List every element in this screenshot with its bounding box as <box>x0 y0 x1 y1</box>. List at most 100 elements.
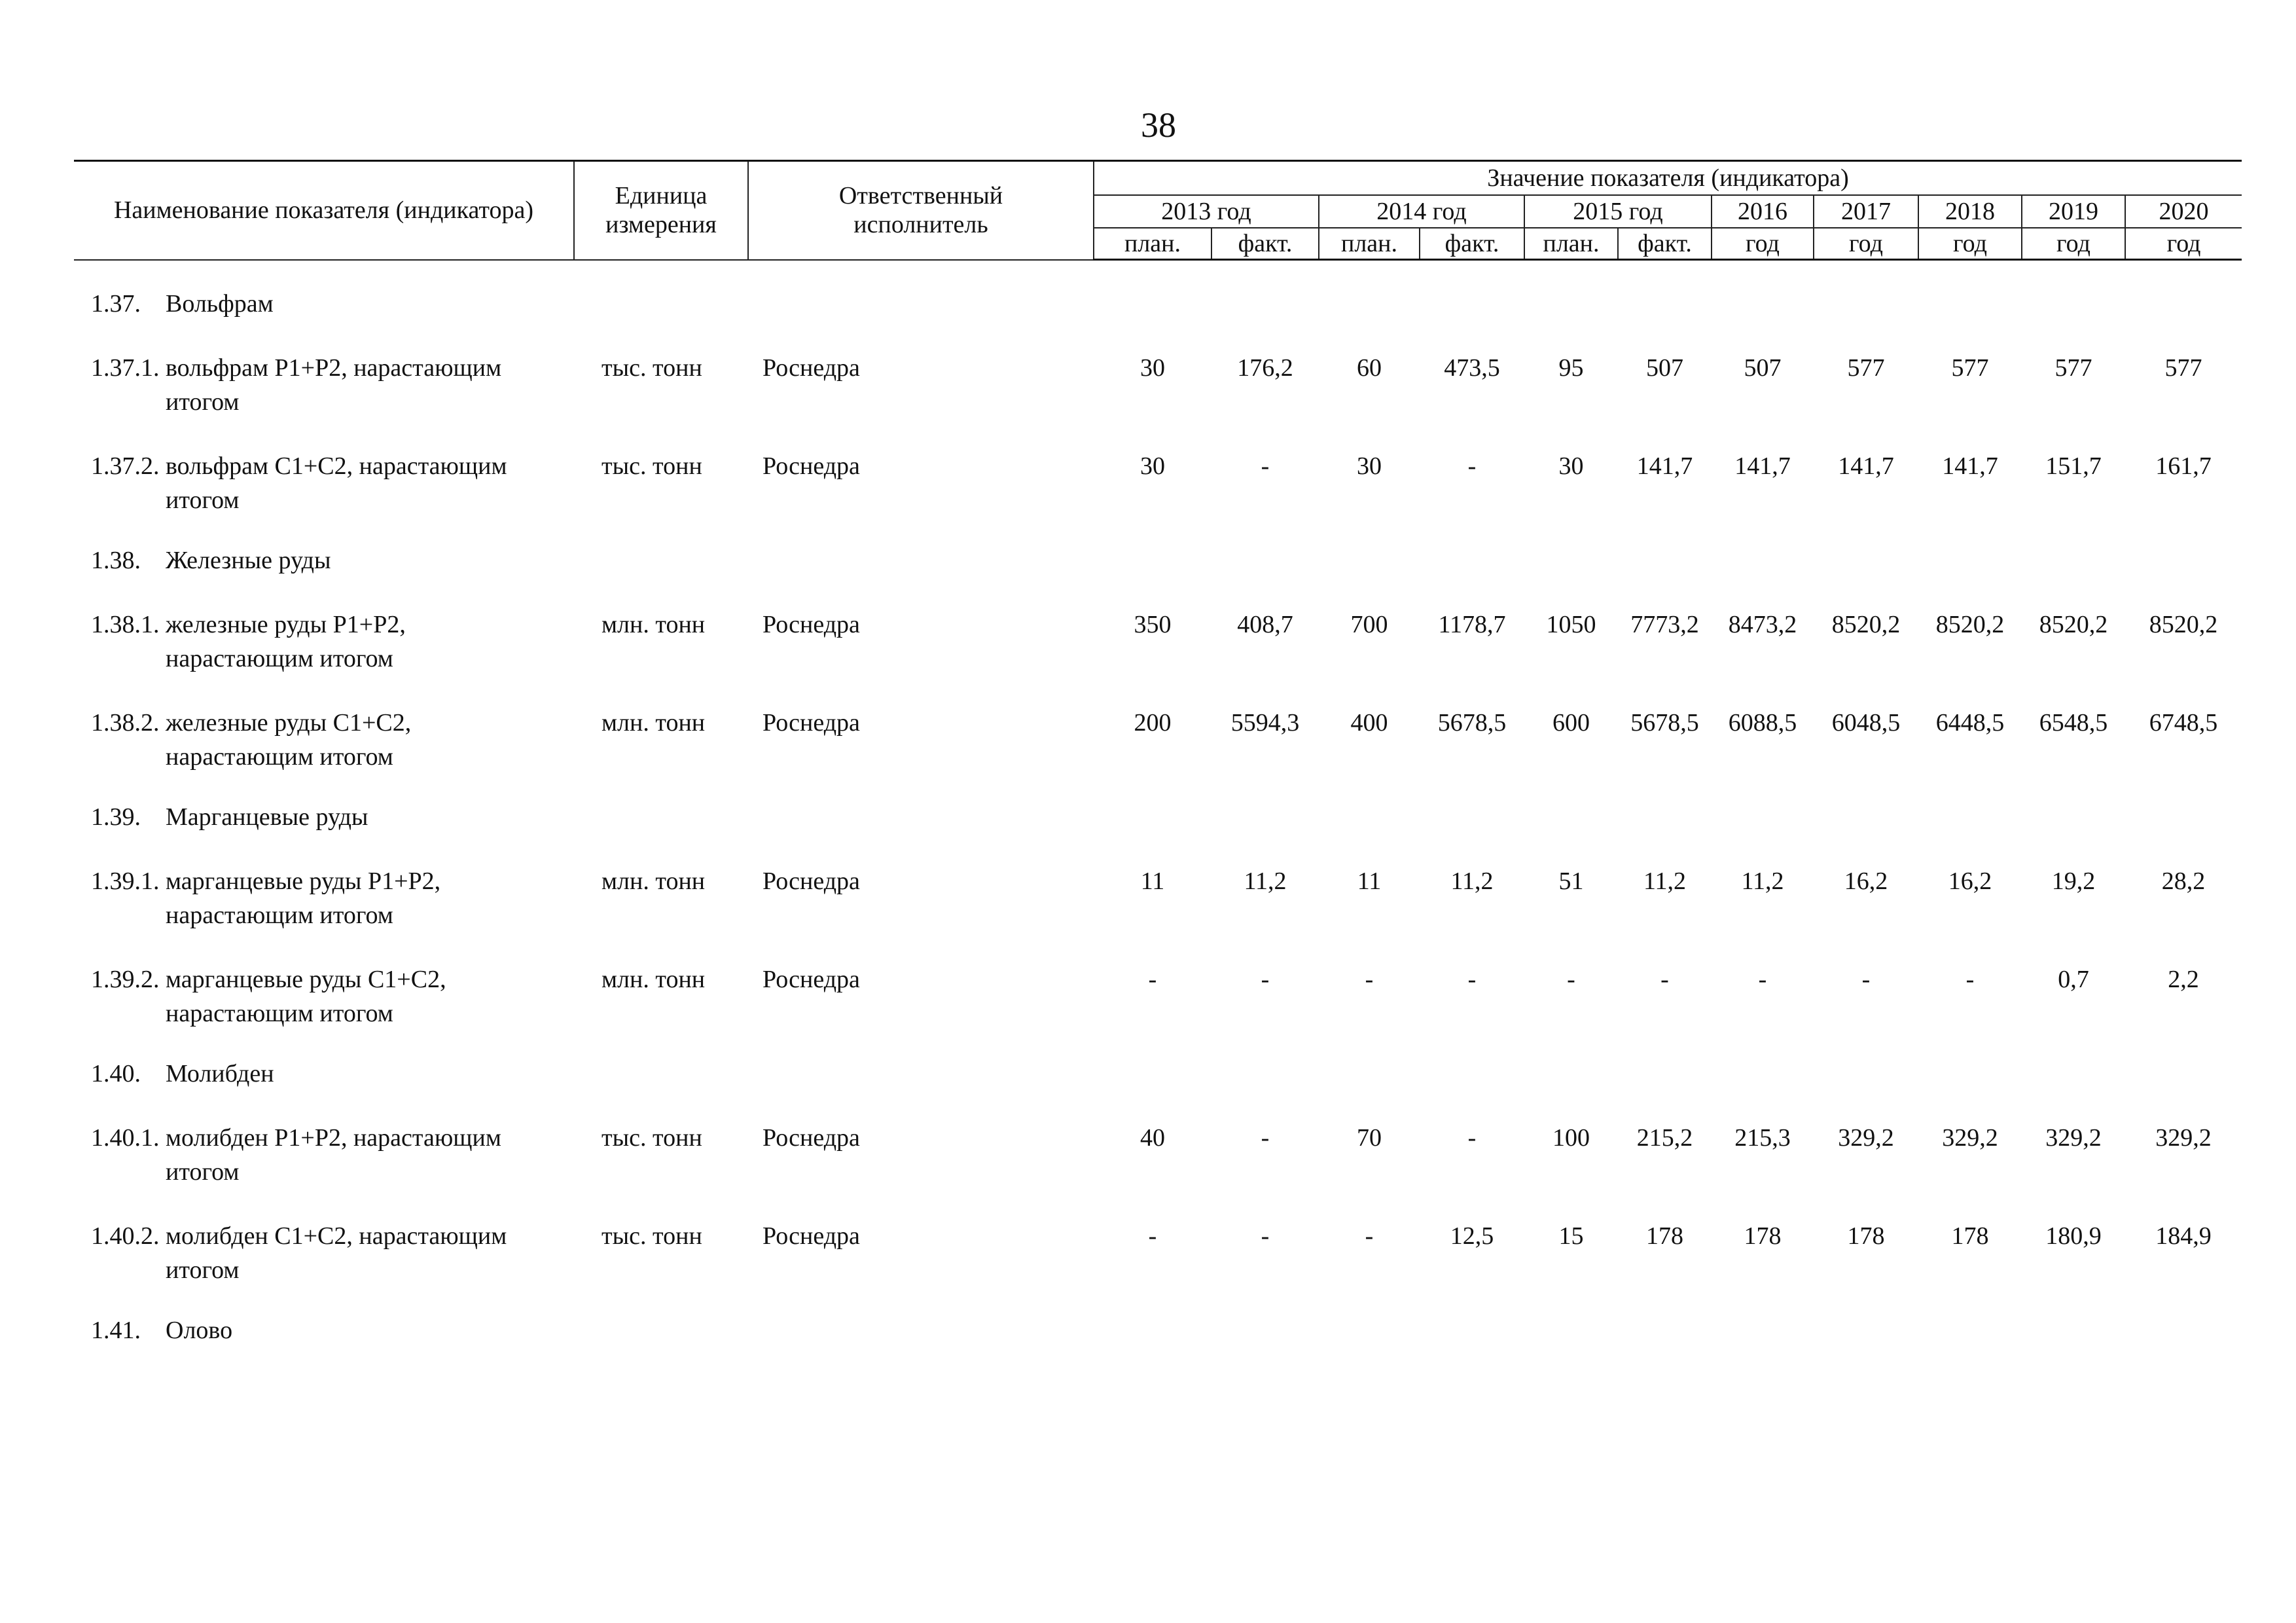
section-filler <box>574 1287 2242 1347</box>
header-god: год <box>2124 227 2242 261</box>
unit-cell: млн. тонн <box>601 708 706 737</box>
indicator-number: 1.38.2. <box>91 708 160 737</box>
table-row: 1.37.2. вольфрам С1+С2, нарастающим итого… <box>74 419 2242 517</box>
header-value-group: Значение показателя (индикатора) <box>1092 160 2242 196</box>
value-cell: 507 <box>1744 354 1782 382</box>
indicator-name-cell: 1.40.2. молибден С1+С2, нарастающим итого… <box>74 1189 574 1287</box>
indicator-name-cell: 1.40. Молибден <box>74 1030 574 1091</box>
value-cell: 6548,5 <box>2039 708 2108 737</box>
value-cell: 2,2 <box>2168 965 2199 993</box>
value-cell: 215,2 <box>1636 1123 1693 1152</box>
value-cell: 600 <box>1552 708 1590 737</box>
value-cell: 400 <box>1350 708 1388 737</box>
header-fact: факт. <box>1419 227 1525 261</box>
value-cell: 151,7 <box>2045 452 2102 480</box>
value-cell: 161,7 <box>2155 452 2212 480</box>
value-cell: 19,2 <box>2051 867 2096 895</box>
executor-cell: Роснедра <box>762 610 860 638</box>
value-cell: 141,7 <box>1636 452 1693 480</box>
indicator-name-cell: 1.39.1. марганцевые руды Р1+Р2, нарастающ… <box>74 834 574 932</box>
page-number: 38 <box>1141 105 1176 145</box>
section-filler <box>574 260 2242 321</box>
value-cell: 6448,5 <box>1935 708 2005 737</box>
value-cell: 141,7 <box>1734 452 1791 480</box>
indicator-name-cell: 1.39.2. марганцевые руды С1+С2, нарастающ… <box>74 932 574 1030</box>
value-cell: 8520,2 <box>2039 610 2108 638</box>
indicator-name-cell: 1.39. Марганцевые руды <box>74 774 574 834</box>
unit-cell: тыс. тонн <box>601 452 702 480</box>
value-cell: 11 <box>1357 867 1382 895</box>
value-cell: - <box>1148 965 1157 993</box>
indicator-number: 1.38.1. <box>91 610 160 638</box>
value-cell: - <box>1467 1123 1477 1152</box>
value-cell: 329,2 <box>2155 1123 2212 1152</box>
value-cell: 6088,5 <box>1728 708 1797 737</box>
value-cell: 350 <box>1134 610 1172 638</box>
table-row: 1.38.2. железные руды С1+С2, нарастающим … <box>74 676 2242 774</box>
header-year-2014: 2014 год <box>1318 194 1525 228</box>
header-plan: план. <box>1318 227 1420 261</box>
value-cell: 577 <box>2164 354 2202 382</box>
value-cell: 7773,2 <box>1630 610 1699 638</box>
header-year-2020: 2020 <box>2124 194 2242 228</box>
indicator-number: 1.37.1. <box>91 354 160 382</box>
unit-cell: млн. тонн <box>601 867 706 895</box>
value-cell: - <box>1261 1222 1270 1250</box>
header-fact: факт. <box>1617 227 1712 261</box>
executor-cell: Роснедра <box>762 1123 860 1152</box>
value-cell: 11,2 <box>1450 867 1494 895</box>
value-cell: 178 <box>1951 1222 1989 1250</box>
header-name: Наименование показателя (индикатора) <box>74 160 575 261</box>
executor-cell: Роснедра <box>762 708 860 737</box>
value-cell: 1050 <box>1546 610 1596 638</box>
header-plan: план. <box>1093 227 1212 261</box>
header-god: год <box>2021 227 2126 261</box>
indicator-name: Марганцевые руды <box>166 803 368 831</box>
value-cell: 28,2 <box>2161 867 2206 895</box>
header-year-2013: 2013 год <box>1093 194 1319 228</box>
header-unit-line2: измерения <box>605 211 717 239</box>
unit-cell: тыс. тонн <box>601 354 702 382</box>
unit-cell: млн. тонн <box>601 610 706 638</box>
table-header: Наименование показателя (индикатора) Еди… <box>74 160 2242 261</box>
indicator-number: 1.39. <box>91 803 141 831</box>
value-cell: - <box>1365 965 1374 993</box>
header-executor-line2: исполнитель <box>853 211 988 239</box>
indicator-name: железные руды С1+С2, нарастающим итогом <box>166 708 412 771</box>
indicator-name-cell: 1.37. Вольфрам <box>74 260 574 321</box>
value-cell: 408,7 <box>1237 610 1293 638</box>
section-row: 1.41. Олово <box>74 1287 2242 1347</box>
table-row: 1.39.1. марганцевые руды Р1+Р2, нарастающ… <box>74 834 2242 932</box>
value-cell: 6048,5 <box>1831 708 1901 737</box>
value-cell: 329,2 <box>1838 1123 1894 1152</box>
header-unit: Единица измерения <box>573 160 749 261</box>
value-cell: 6748,5 <box>2149 708 2218 737</box>
indicator-name: молибден С1+С2, нарастающим итогом <box>166 1222 507 1284</box>
section-filler <box>574 1030 2242 1091</box>
executor-cell: Роснедра <box>762 965 860 993</box>
value-cell: 70 <box>1357 1123 1382 1152</box>
indicator-number: 1.39.1. <box>91 867 160 895</box>
unit-cell: тыс. тонн <box>601 1222 702 1250</box>
value-cell: 5594,3 <box>1230 708 1300 737</box>
value-cell: 180,9 <box>2045 1222 2102 1250</box>
value-cell: - <box>1467 452 1477 480</box>
value-cell: - <box>1148 1222 1157 1250</box>
value-cell: 577 <box>2054 354 2092 382</box>
indicator-number: 1.39.2. <box>91 965 160 993</box>
executor-cell: Роснедра <box>762 867 860 895</box>
value-cell: 8473,2 <box>1728 610 1797 638</box>
header-year-2015: 2015 год <box>1524 194 1712 228</box>
value-cell: 141,7 <box>1838 452 1894 480</box>
executor-cell: Роснедра <box>762 1222 860 1250</box>
value-cell: - <box>1567 965 1575 993</box>
table-row: 1.38.1. железные руды Р1+Р2, нарастающим … <box>74 577 2242 676</box>
value-cell: 178 <box>1744 1222 1782 1250</box>
header-god: год <box>1918 227 2022 261</box>
indicator-name: Олово <box>166 1316 233 1344</box>
value-cell: 8520,2 <box>1935 610 2005 638</box>
value-cell: 5678,5 <box>1437 708 1507 737</box>
value-cell: - <box>1660 965 1669 993</box>
value-cell: - <box>1261 965 1270 993</box>
value-cell: 176,2 <box>1237 354 1293 382</box>
